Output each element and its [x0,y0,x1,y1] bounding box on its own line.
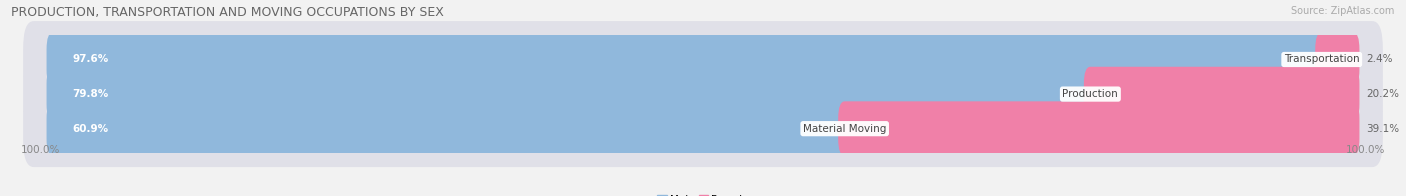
Text: 2.4%: 2.4% [1367,54,1392,64]
FancyBboxPatch shape [46,67,1097,121]
Legend: Male, Female: Male, Female [654,191,752,196]
Text: Material Moving: Material Moving [803,124,886,134]
FancyBboxPatch shape [46,32,1329,87]
FancyBboxPatch shape [838,101,1360,156]
Text: 79.8%: 79.8% [73,89,108,99]
Text: 60.9%: 60.9% [73,124,108,134]
Text: Source: ZipAtlas.com: Source: ZipAtlas.com [1291,6,1395,16]
FancyBboxPatch shape [46,101,851,156]
FancyBboxPatch shape [22,21,1384,98]
Text: PRODUCTION, TRANSPORTATION AND MOVING OCCUPATIONS BY SEX: PRODUCTION, TRANSPORTATION AND MOVING OC… [11,6,444,19]
Text: 20.2%: 20.2% [1367,89,1399,99]
Text: Transportation: Transportation [1284,54,1360,64]
FancyBboxPatch shape [22,56,1384,132]
Text: 39.1%: 39.1% [1367,124,1399,134]
Text: 97.6%: 97.6% [73,54,108,64]
FancyBboxPatch shape [1315,32,1360,87]
FancyBboxPatch shape [1084,67,1360,121]
Text: 100.0%: 100.0% [21,145,60,155]
Text: 100.0%: 100.0% [1346,145,1385,155]
Text: Production: Production [1063,89,1118,99]
FancyBboxPatch shape [22,90,1384,167]
